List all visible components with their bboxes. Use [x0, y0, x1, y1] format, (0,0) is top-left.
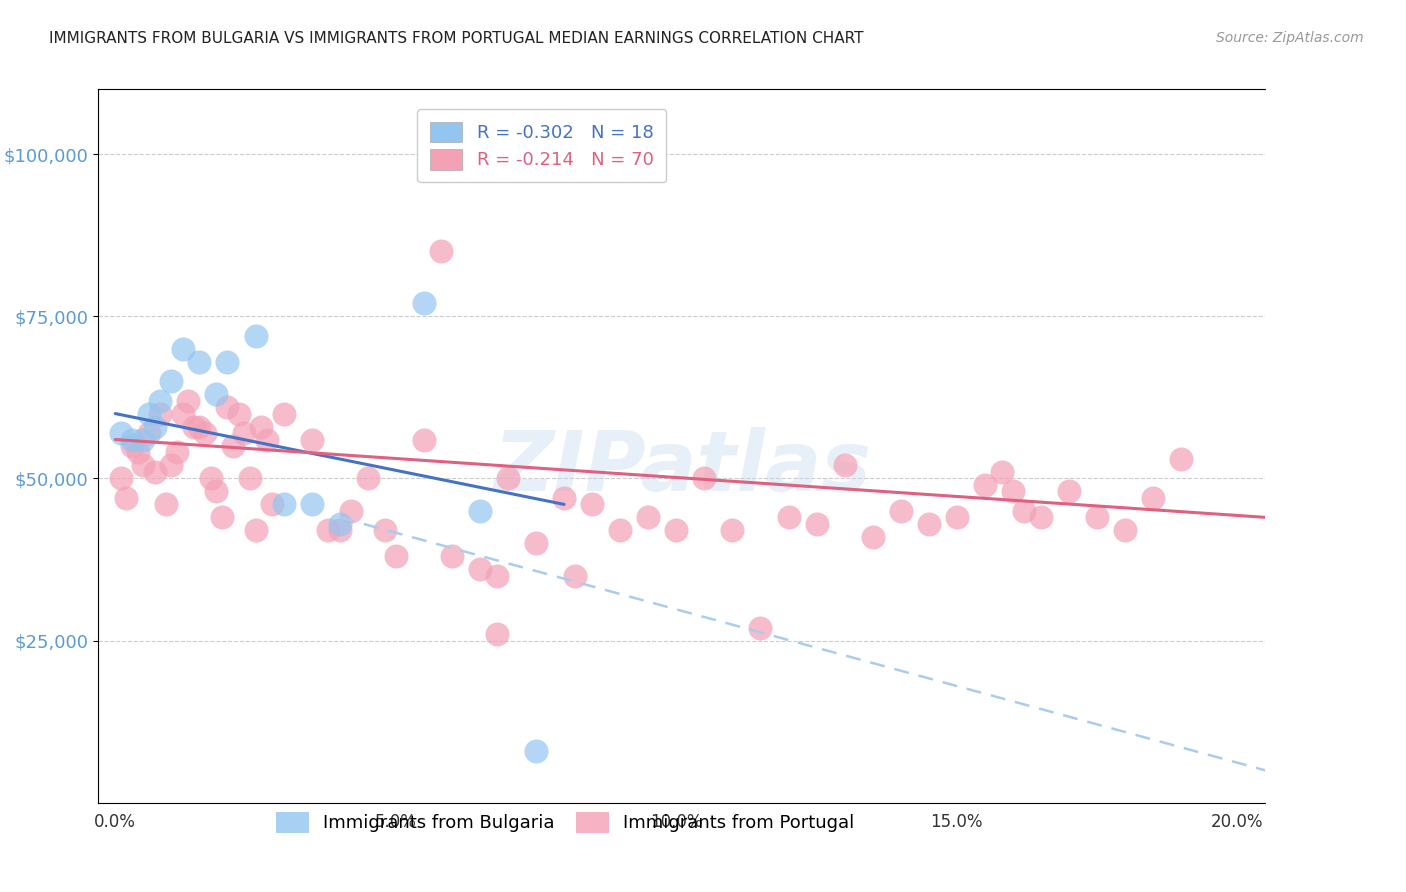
Point — [188, 354, 211, 368]
Legend: Immigrants from Bulgaria, Immigrants from Portugal: Immigrants from Bulgaria, Immigrants fro… — [266, 801, 865, 844]
Point — [132, 458, 155, 473]
Point — [329, 516, 352, 531]
Point — [412, 296, 434, 310]
Point — [468, 504, 491, 518]
Point — [1170, 452, 1192, 467]
Point — [301, 433, 323, 447]
Point — [217, 354, 239, 368]
Point — [160, 374, 183, 388]
Point — [1114, 524, 1136, 538]
Point — [665, 524, 688, 538]
Point — [132, 433, 155, 447]
Point — [127, 445, 149, 459]
Point — [749, 621, 772, 635]
Point — [778, 510, 800, 524]
Point — [143, 419, 166, 434]
Point — [222, 439, 245, 453]
Point — [890, 504, 912, 518]
Point — [1085, 510, 1108, 524]
Point — [834, 458, 856, 473]
Point — [374, 524, 396, 538]
Point — [609, 524, 631, 538]
Point — [177, 393, 200, 408]
Point — [1001, 484, 1024, 499]
Text: ZIPatlas: ZIPatlas — [494, 427, 870, 508]
Point — [496, 471, 519, 485]
Point — [637, 510, 659, 524]
Point — [143, 465, 166, 479]
Point — [245, 524, 267, 538]
Point — [524, 536, 547, 550]
Point — [138, 425, 160, 440]
Point — [946, 510, 969, 524]
Point — [160, 458, 183, 473]
Point — [110, 425, 132, 440]
Point — [228, 407, 250, 421]
Point — [440, 549, 463, 564]
Point — [721, 524, 744, 538]
Point — [205, 484, 228, 499]
Point — [155, 497, 177, 511]
Point — [211, 510, 233, 524]
Point — [301, 497, 323, 511]
Point — [239, 471, 262, 485]
Point — [524, 744, 547, 758]
Point — [553, 491, 575, 505]
Point — [250, 419, 273, 434]
Point — [1012, 504, 1035, 518]
Text: IMMIGRANTS FROM BULGARIA VS IMMIGRANTS FROM PORTUGAL MEDIAN EARNINGS CORRELATION: IMMIGRANTS FROM BULGARIA VS IMMIGRANTS F… — [49, 31, 863, 46]
Point — [262, 497, 284, 511]
Point — [973, 478, 995, 492]
Text: Source: ZipAtlas.com: Source: ZipAtlas.com — [1216, 31, 1364, 45]
Point — [862, 530, 884, 544]
Point — [172, 342, 194, 356]
Point — [1029, 510, 1052, 524]
Point — [412, 433, 434, 447]
Point — [200, 471, 222, 485]
Point — [340, 504, 363, 518]
Point — [194, 425, 217, 440]
Point — [1142, 491, 1164, 505]
Point — [256, 433, 278, 447]
Point — [172, 407, 194, 421]
Point — [990, 465, 1012, 479]
Point — [149, 393, 172, 408]
Point — [468, 562, 491, 576]
Point — [693, 471, 716, 485]
Point — [217, 400, 239, 414]
Point — [183, 419, 205, 434]
Point — [485, 568, 508, 582]
Point — [245, 328, 267, 343]
Point — [1057, 484, 1080, 499]
Point — [318, 524, 340, 538]
Point — [121, 439, 143, 453]
Point — [485, 627, 508, 641]
Point — [205, 387, 228, 401]
Point — [357, 471, 380, 485]
Point — [166, 445, 188, 459]
Point — [138, 407, 160, 421]
Point — [806, 516, 828, 531]
Point — [149, 407, 172, 421]
Point — [115, 491, 138, 505]
Point — [110, 471, 132, 485]
Point — [384, 549, 406, 564]
Point — [429, 244, 451, 259]
Point — [233, 425, 256, 440]
Point — [273, 497, 295, 511]
Point — [329, 524, 352, 538]
Point — [121, 433, 143, 447]
Point — [918, 516, 941, 531]
Point — [581, 497, 603, 511]
Point — [564, 568, 586, 582]
Point — [188, 419, 211, 434]
Point — [273, 407, 295, 421]
